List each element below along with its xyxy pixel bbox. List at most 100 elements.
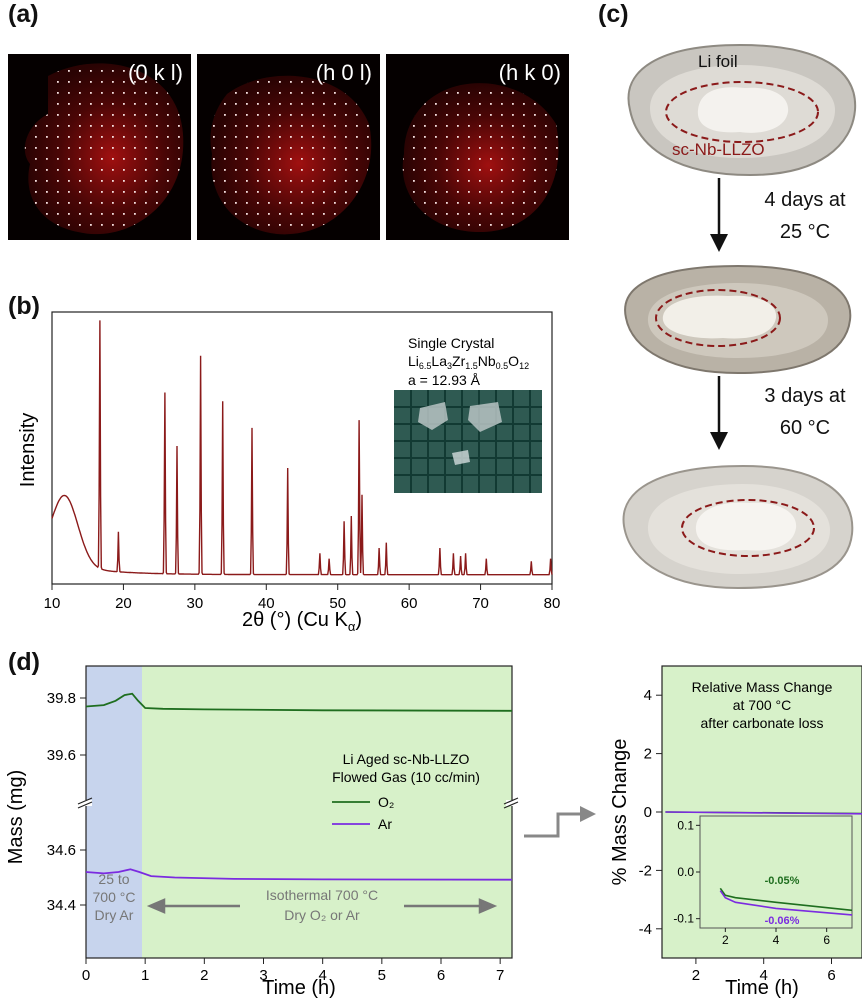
xrd-xtick-label: 20	[115, 595, 132, 612]
heating-region	[86, 666, 142, 958]
li-foil-label: Li foil	[698, 52, 738, 71]
relative-mass-chart: 4 2 0 -2 -4 2 4 6 Relative Mass Change at 700 …	[612, 665, 862, 999]
panel-b-label: (b)	[8, 292, 40, 320]
xrd-pattern-line	[51, 320, 553, 576]
inset-xtick-label: 6	[823, 933, 830, 947]
xrd-xtick-label: 10	[44, 595, 61, 612]
rel-inset-frame	[699, 815, 853, 929]
panel-a-label: (a)	[8, 0, 39, 28]
rel-x-ticks: 2 4 6	[692, 958, 836, 984]
tga-x-ticks: 0 1 2 3 4 5 6 7	[82, 958, 504, 984]
ytick-34-6: 34.6	[47, 842, 76, 859]
region2-line1: Isothermal 700 °C	[266, 887, 378, 903]
region1-line2: 700 °C	[93, 889, 136, 905]
xrd-xtick-label: 60	[401, 595, 418, 612]
legend-o2-label: O₂	[378, 794, 394, 810]
rel-title-1: Relative Mass Change	[692, 679, 833, 695]
rel-xlabel: Time (h)	[725, 977, 799, 999]
step1-line1: 4 days at	[764, 189, 846, 211]
arrow-step1	[710, 178, 728, 252]
rel-title-3: after carbonate loss	[701, 715, 824, 731]
rel-y-ticks: 4 2 0 -2 -4	[639, 687, 662, 938]
arrow-step2	[710, 376, 728, 450]
legend-title-2: Flowed Gas (10 cc/min)	[332, 769, 480, 785]
tga-plot-frame	[85, 665, 513, 959]
tga-xtick-label: 0	[82, 967, 90, 984]
inset-o2-line	[719, 887, 853, 912]
pattern-label-h0l: (h 0 l)	[315, 60, 372, 85]
rel-title-2: at 700 °C	[733, 697, 792, 713]
inset-o2-value: -0.05%	[765, 875, 800, 887]
diffraction-pattern-h0l: (h 0 l)	[197, 54, 380, 240]
region1-line1: 25 to	[98, 871, 129, 887]
tga-xtick-label: 5	[378, 967, 386, 984]
diffraction-image-0kl	[24, 63, 184, 235]
diffraction-pattern-0kl: (0 k l)	[8, 54, 191, 240]
xrd-ylabel: Intensity	[17, 413, 39, 487]
diffraction-image-hk0	[402, 83, 559, 233]
step2-line1: 3 days at	[764, 385, 846, 407]
tga-o2-line	[85, 692, 513, 712]
axis-break-left	[77, 797, 93, 809]
pattern-label-hk0: (h k 0)	[498, 60, 561, 85]
rel-ytick-label: 2	[644, 746, 652, 763]
xrd-chart: 10 20 30 40 50 60 70 80 Intensity 2θ (°) (Cu Kα…	[17, 311, 561, 634]
pellet-photo-3	[622, 464, 854, 590]
connector-arrow	[524, 806, 596, 838]
xrd-inset-param: a = 12.93 Å	[408, 372, 481, 388]
xrd-inset-title: Single Crystal	[408, 335, 494, 351]
rel-xtick-label: 4	[760, 967, 768, 984]
rel-ytick-label: 0	[644, 804, 652, 821]
inset-ar-line	[719, 890, 853, 916]
inset-ytick-label: -0.1	[673, 912, 694, 926]
pellet-photo-2	[624, 264, 852, 375]
rel-ar-line	[665, 811, 862, 815]
tga-xtick-label: 4	[318, 967, 326, 984]
tga-xtick-label: 1	[141, 967, 149, 984]
legend-ar-label: Ar	[378, 816, 392, 832]
tga-xtick-label: 7	[496, 967, 504, 984]
tga-xtick-label: 3	[259, 967, 267, 984]
xrd-xlabel: 2θ (°) (Cu Kα)	[242, 609, 362, 634]
inset-xtick-label: 4	[773, 933, 780, 947]
tga-chart: 0 1 2 3 4 5 6 7 39.8 39.6 34.6 34.4 Mass (mg) T…	[5, 665, 519, 999]
isothermal-region	[142, 666, 512, 958]
xrd-xtick-label: 70	[472, 595, 489, 612]
inset-ytick-label: 0.0	[677, 865, 694, 879]
inset-ytick-label: 0.1	[677, 818, 694, 832]
region2-line2: Dry O₂ or Ar	[284, 907, 360, 923]
tga-xtick-label: 6	[437, 967, 445, 984]
axis-break-right	[503, 797, 519, 809]
step2-caption: 3 days at 60 °C	[750, 380, 860, 444]
inset-xtick-label: 2	[722, 933, 729, 947]
pattern-label-0kl: (0 k l)	[128, 60, 183, 85]
legend-title-1: Li Aged sc-Nb-LLZO	[343, 751, 470, 767]
tga-y-ticks: 39.8 39.6 34.6 34.4	[47, 690, 86, 914]
xrd-xtick-label: 80	[544, 595, 561, 612]
diffraction-image-h0l	[210, 75, 372, 235]
region1-line3: Dry Ar	[95, 907, 134, 923]
rel-xtick-label: 2	[692, 967, 700, 984]
xrd-x-ticks: 10 20 30 40 50 60 70 80	[44, 584, 561, 612]
tga-xtick-label: 2	[200, 967, 208, 984]
tga-ylabel: Mass (mg)	[5, 770, 27, 864]
step1-line2: 25 °C	[779, 221, 831, 243]
xrd-xtick-label: 40	[258, 595, 275, 612]
panel-d-label: (d)	[8, 648, 40, 676]
panel-c-label: (c)	[598, 0, 629, 28]
rel-xtick-label: 6	[827, 967, 835, 984]
xrd-xtick-label: 50	[329, 595, 346, 612]
step1-caption: 4 days at 25 °C	[750, 184, 860, 248]
step2-line2: 60 °C	[779, 417, 831, 439]
rel-ytick-label: -2	[639, 862, 652, 879]
rel-ylabel: % Mass Change	[612, 739, 631, 886]
ytick-34-4: 34.4	[47, 897, 76, 914]
pellet-photo-1	[627, 43, 857, 177]
xrd-xtick-label: 30	[187, 595, 204, 612]
rel-inset-ticks: 0.1 0.0 -0.1 2 4 6	[673, 818, 830, 947]
tga-ar-line	[85, 868, 513, 881]
tga-xlabel: Time (h)	[262, 977, 336, 999]
ytick-39-6: 39.6	[47, 747, 76, 764]
diffraction-pattern-hk0: (h k 0)	[386, 54, 569, 240]
rel-ytick-label: -4	[639, 921, 652, 938]
